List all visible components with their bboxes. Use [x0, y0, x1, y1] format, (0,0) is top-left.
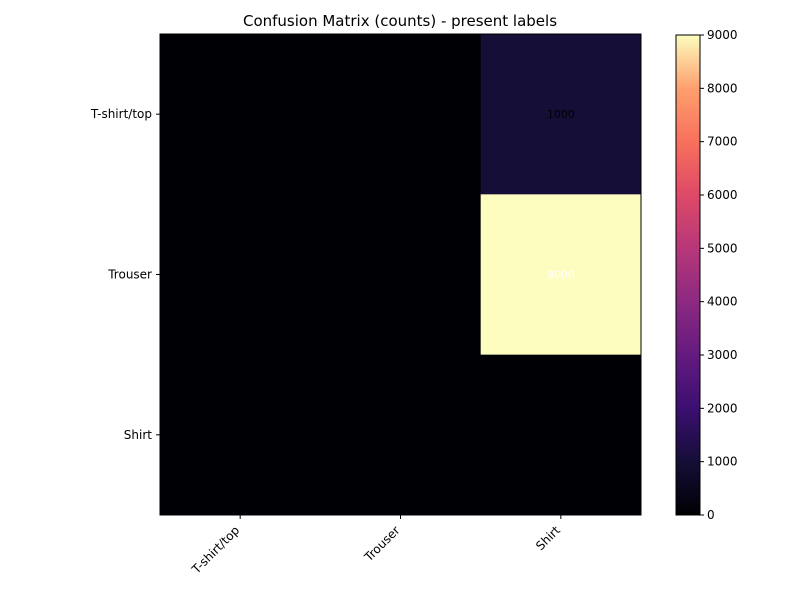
colorbar-ticks: 0 1000 2000 3000 4000 5000 6000 7000 8000 9000	[700, 28, 738, 522]
colorbar-tick-label: 2000	[707, 401, 738, 415]
heatmap-cell	[160, 34, 321, 195]
colorbar-gradient	[675, 34, 701, 516]
colorbar-tick-label: 9000	[707, 28, 738, 42]
colorbar: 0 1000 2000 3000 4000 5000 6000 7000 8000 9000	[675, 28, 738, 522]
heatmap-cell	[480, 34, 642, 195]
heatmap-cell	[480, 354, 642, 516]
colorbar-tick-label: 8000	[707, 81, 738, 95]
y-tick-label: Shirt	[124, 428, 152, 442]
colorbar-tick-label: 3000	[707, 348, 738, 362]
cell-value-label: 9000	[547, 269, 575, 282]
chart-title: Confusion Matrix (counts) - present labe…	[243, 12, 557, 30]
heatmap-cell	[480, 194, 642, 356]
colorbar-tick-label: 0	[707, 508, 715, 522]
colorbar-tick-label: 5000	[707, 241, 738, 255]
heatmap-cell	[320, 194, 482, 356]
cell-value-label: 1000	[547, 108, 575, 121]
heatmap-cell	[160, 354, 321, 516]
y-tick-label: Trouser	[107, 268, 152, 282]
colorbar-tick-label: 7000	[707, 135, 738, 149]
y-tick-label: T-shirt/top	[90, 107, 152, 121]
colorbar-tick-label: 1000	[707, 455, 738, 469]
colorbar-tick-label: 4000	[707, 295, 738, 309]
heatmap-cell	[320, 34, 482, 195]
x-axis: T-shirt/top Trouser Shirt	[188, 515, 563, 577]
cell-labels: 1000 9000	[547, 108, 575, 281]
heatmap-cell	[160, 194, 321, 356]
x-tick-label: T-shirt/top	[188, 523, 242, 577]
x-tick-label: Trouser	[361, 523, 403, 565]
heatmap-cells	[160, 34, 642, 516]
x-tick-label: Shirt	[533, 523, 563, 553]
heatmap-cell	[320, 354, 482, 516]
colorbar-tick-label: 6000	[707, 188, 738, 202]
y-axis: T-shirt/top Trouser Shirt	[90, 107, 160, 442]
